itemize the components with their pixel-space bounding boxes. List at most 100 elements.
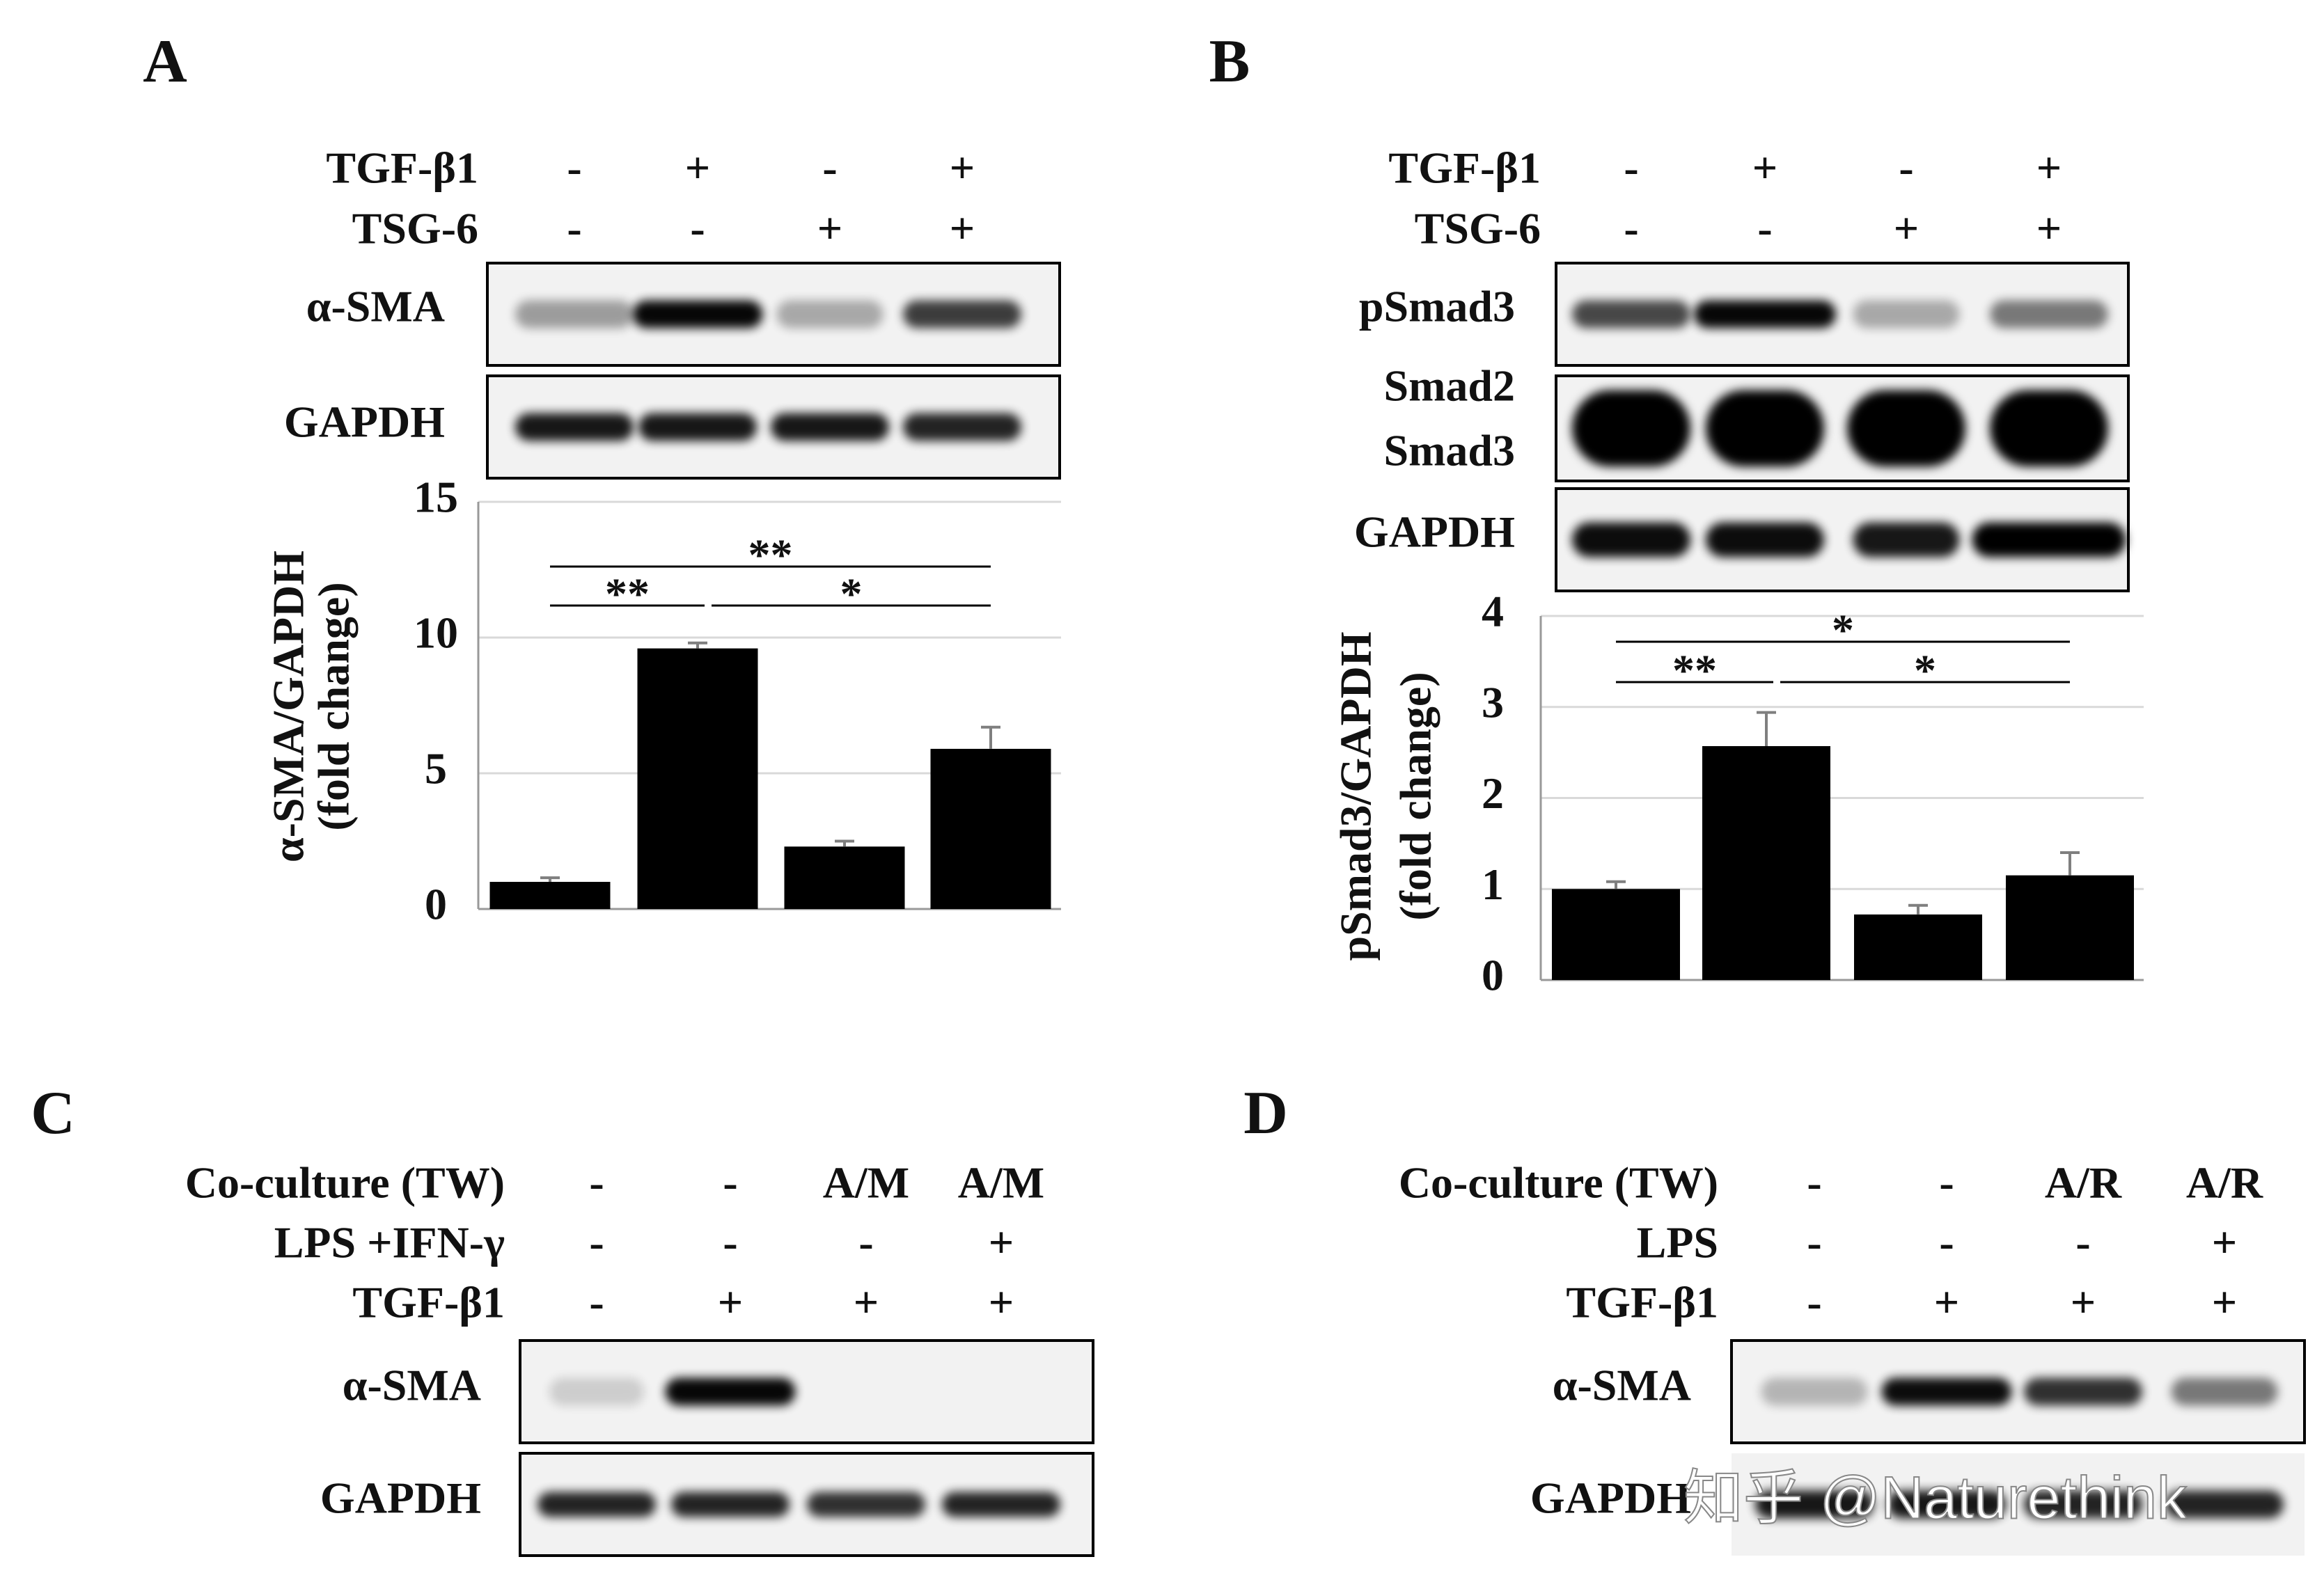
condition-value: A/R [2186,1158,2263,1208]
y-tick-label: 2 [1482,768,1504,818]
condition-value: - [1939,1218,1954,1267]
blot-band [1887,1490,2006,1519]
blot-band [2024,1490,2142,1519]
condition-value: - [723,1158,737,1208]
condition-value: + [1752,143,1777,193]
condition-value: - [1807,1218,1821,1267]
y-axis-label: pSmad3/GAPDH [1331,632,1381,961]
condition-value: - [567,204,581,253]
condition-label: Co-culture (TW) [185,1158,505,1208]
blot-label: pSmad3 [1359,282,1515,331]
condition-label: TSG-6 [352,204,478,253]
blot-band [903,300,1021,329]
bar [2006,875,2134,980]
blot-band [671,1492,790,1517]
significance-label: * [840,569,863,619]
condition-value: - [589,1278,604,1327]
blot-label: GAPDH [1354,507,1515,557]
blot-label: α-SMA [306,282,445,331]
condition-value: + [817,204,842,253]
condition-value: + [718,1278,743,1327]
blot-band [903,413,1021,441]
blot-band [1706,390,1824,467]
blot-band [1990,390,2108,467]
y-tick-label: 10 [414,608,458,658]
blot-band [1972,522,2126,558]
blot-band [1853,300,1960,329]
blot-band [1761,1377,1868,1406]
significance-label: ** [1672,646,1717,695]
condition-value: - [589,1218,604,1267]
condition-label: TGF-β1 [1388,143,1541,193]
condition-value: - [723,1218,737,1267]
blot-band [1847,390,1965,467]
blot-band [1881,1377,2012,1406]
condition-value: - [690,204,705,253]
blot-band [632,300,763,329]
condition-value: - [567,143,581,193]
blot-band [2165,1490,2284,1519]
error-bar [835,839,854,847]
condition-value: - [1807,1158,1821,1208]
blot-band [2024,1377,2142,1406]
condition-value: - [1624,204,1638,253]
condition-label: LPS +IFN-γ [274,1218,505,1267]
blot-band [1706,522,1824,558]
significance-label: * [1914,646,1936,695]
significance-label: ** [748,530,793,580]
blot-band [776,300,884,329]
blot-band [1990,300,2108,329]
condition-value: A/R [2045,1158,2122,1208]
blot-label: α-SMA [1553,1361,1691,1410]
blot-label: GAPDH [320,1473,481,1523]
bar [1552,889,1680,980]
error-bar [688,641,707,649]
blot-band [665,1377,796,1406]
bar [1854,914,1982,980]
y-axis-label: α-SMA/GAPDH [264,551,313,862]
condition-value: A/M [958,1158,1044,1208]
condition-value: - [822,143,837,193]
condition-value: + [2212,1218,2237,1267]
blot-label: Smad3 [1384,426,1516,475]
condition-label: TGF-β1 [1566,1278,1718,1327]
y-axis-label: (fold change) [1391,672,1440,920]
condition-label: TGF-β1 [352,1278,505,1327]
condition-value: - [1757,204,1772,253]
condition-value: + [1894,204,1919,253]
y-tick-label: 15 [414,473,458,522]
bar [489,882,611,909]
blot-band [771,413,889,441]
condition-value: - [858,1218,873,1267]
panel-letter: A [143,28,187,95]
condition-value: + [685,143,710,193]
condition-label: TSG-6 [1415,204,1541,253]
y-axis-label: (fold change) [309,582,359,830]
condition-value: + [2036,143,2062,193]
blot-label: Smad2 [1384,361,1516,411]
blot-band [942,1492,1060,1517]
condition-value: + [2071,1278,2096,1327]
y-tick-label: 5 [425,744,447,793]
error-bar [1606,880,1626,890]
blot-label: GAPDH [284,397,445,447]
condition-label: LPS [1637,1218,1718,1267]
blot-band [549,1377,644,1406]
y-tick-label: 1 [1482,860,1504,909]
blot-label: α-SMA [343,1361,481,1410]
blot-band [1572,390,1690,467]
y-tick-label: 4 [1482,587,1504,636]
panel-letter: C [31,1080,75,1147]
condition-value: A/M [823,1158,909,1208]
blot-band [1853,522,1960,558]
bar [1702,745,1830,980]
y-tick-label: 3 [1482,677,1504,727]
blot-band [515,300,634,329]
condition-value: + [854,1278,879,1327]
error-bar [1757,711,1776,746]
error-bar [2060,851,2080,876]
blot-band [1694,300,1836,329]
blot-label: GAPDH [1530,1473,1691,1523]
error-bar [540,876,560,882]
condition-value: - [589,1158,604,1208]
